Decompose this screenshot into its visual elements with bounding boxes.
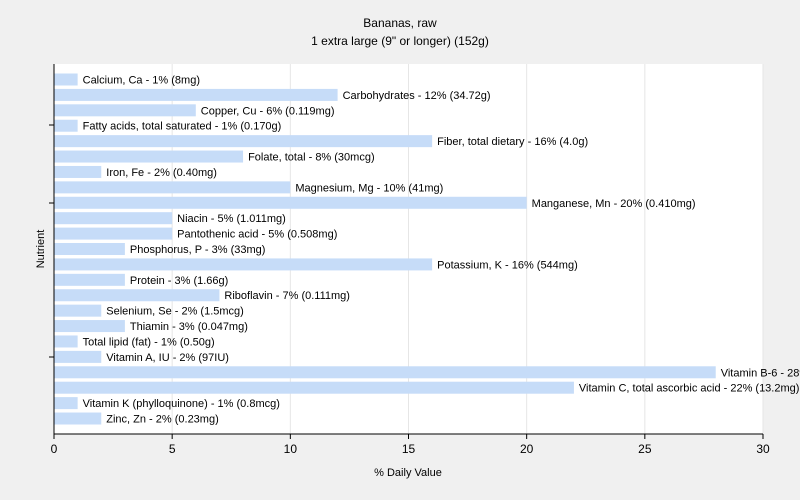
x-tick-label: 20 bbox=[520, 442, 534, 456]
bar-label: Potassium, K - 16% (544mg) bbox=[437, 259, 578, 271]
bar bbox=[54, 227, 173, 240]
bar-label: Zinc, Zn - 2% (0.23mg) bbox=[106, 414, 218, 426]
bar bbox=[54, 335, 78, 348]
bar bbox=[54, 212, 173, 225]
bar-label: Thiamin - 3% (0.047mg) bbox=[130, 321, 248, 333]
bar bbox=[54, 366, 716, 379]
chart-subtitle: 1 extra large (9" or longer) (152g) bbox=[311, 34, 489, 48]
bar bbox=[54, 412, 102, 425]
bar-label: Vitamin C, total ascorbic acid - 22% (13… bbox=[579, 383, 800, 395]
bar bbox=[54, 196, 527, 209]
x-axis-title: % Daily Value bbox=[374, 467, 442, 479]
x-tick-label: 30 bbox=[756, 442, 770, 456]
bar-label: Manganese, Mn - 20% (0.410mg) bbox=[532, 198, 696, 210]
x-tick-label: 10 bbox=[284, 442, 298, 456]
bar bbox=[54, 135, 433, 148]
bar-label: Vitamin B-6 - 28% (0.558mg) bbox=[721, 367, 800, 379]
bar-label: Selenium, Se - 2% (1.5mcg) bbox=[106, 306, 244, 318]
bar-label: Vitamin K (phylloquinone) - 1% (0.8mcg) bbox=[83, 398, 280, 410]
bar-label: Folate, total - 8% (30mcg) bbox=[248, 152, 375, 164]
bar bbox=[54, 73, 78, 86]
bar bbox=[54, 304, 102, 317]
bar-label: Fiber, total dietary - 16% (4.0g) bbox=[437, 136, 588, 148]
chart-title: Bananas, raw bbox=[363, 16, 437, 30]
bar bbox=[54, 258, 433, 271]
bar bbox=[54, 289, 220, 302]
x-tick-label: 25 bbox=[638, 442, 652, 456]
x-tick-label: 5 bbox=[169, 442, 176, 456]
bar bbox=[54, 273, 125, 286]
bar-label: Fatty acids, total saturated - 1% (0.170… bbox=[83, 121, 282, 133]
bar bbox=[54, 320, 125, 333]
bar-label: Calcium, Ca - 1% (8mg) bbox=[83, 75, 200, 87]
bar bbox=[54, 104, 196, 117]
bar bbox=[54, 119, 78, 132]
bar-label: Magnesium, Mg - 10% (41mg) bbox=[295, 182, 443, 194]
bar bbox=[54, 181, 291, 194]
grid-lines bbox=[171, 64, 764, 434]
axes-group: 0 5 10 15 20 25 30 bbox=[49, 64, 770, 456]
bar-label: Protein - 3% (1.66g) bbox=[130, 275, 228, 287]
y-axis-title: Nutrient bbox=[35, 230, 47, 269]
bar bbox=[54, 397, 78, 410]
bar bbox=[54, 350, 102, 363]
bar bbox=[54, 165, 102, 178]
bar-label: Riboflavin - 7% (0.111mg) bbox=[224, 290, 350, 302]
bar-label: Vitamin A, IU - 2% (97IU) bbox=[106, 352, 229, 364]
bar-labels-group: Calcium, Ca - 1% (8mg) Carbohydrates - 12… bbox=[83, 75, 800, 426]
bar-label: Pantothenic acid - 5% (0.508mg) bbox=[177, 229, 337, 241]
x-tick-label: 0 bbox=[51, 442, 58, 456]
bars-group bbox=[54, 73, 716, 425]
bar bbox=[54, 150, 244, 163]
bar-label: Iron, Fe - 2% (0.40mg) bbox=[106, 167, 217, 179]
bar bbox=[54, 88, 338, 101]
bar-label: Niacin - 5% (1.011mg) bbox=[177, 213, 286, 225]
bar-label: Total lipid (fat) - 1% (0.50g) bbox=[83, 336, 215, 348]
bar bbox=[54, 381, 574, 394]
bar-label: Carbohydrates - 12% (34.72g) bbox=[343, 90, 491, 102]
bar-label: Phosphorus, P - 3% (33mg) bbox=[130, 244, 266, 256]
x-tick-label: 15 bbox=[402, 442, 416, 456]
bar-label: Copper, Cu - 6% (0.119mg) bbox=[201, 105, 335, 117]
bar bbox=[54, 243, 125, 256]
